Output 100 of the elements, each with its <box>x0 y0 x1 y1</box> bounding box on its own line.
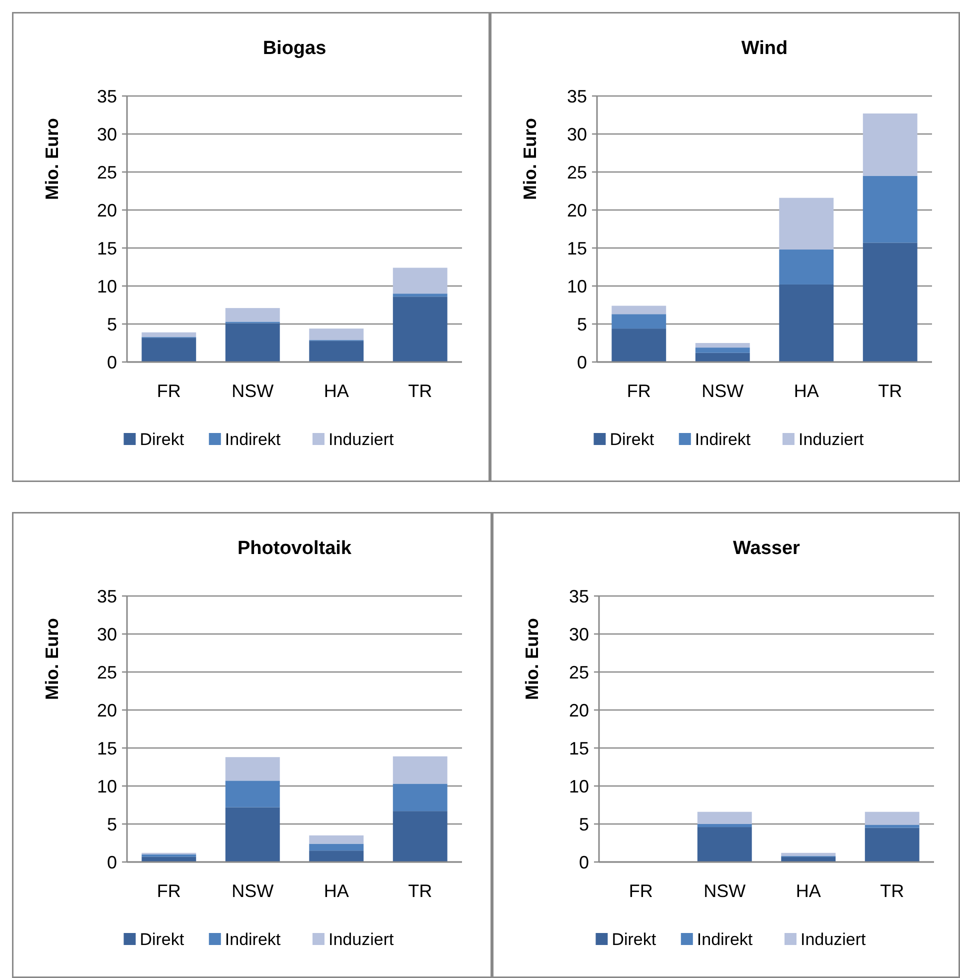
bar <box>309 328 364 340</box>
bar <box>612 306 666 314</box>
chart-title: Wind <box>741 38 788 59</box>
y-tick-label: 20 <box>96 200 117 220</box>
bar <box>392 756 448 784</box>
x-tick-label: HA <box>324 881 349 901</box>
chart-title: Biogas <box>262 38 326 59</box>
bar <box>695 343 750 348</box>
legend-label: Induziert <box>800 930 866 949</box>
x-tick-label: HA <box>324 381 349 401</box>
bar <box>779 284 834 362</box>
x-tick-label: NSW <box>704 881 746 901</box>
y-tick-label: 30 <box>96 624 117 644</box>
x-tick-label: FR <box>628 881 653 901</box>
bar <box>142 338 196 362</box>
bar <box>225 780 280 808</box>
y-tick-label: 30 <box>566 124 587 144</box>
y-tick-label: 20 <box>96 700 117 720</box>
y-tick-label: 15 <box>566 238 587 258</box>
legend-label: Indirekt <box>694 430 751 449</box>
y-tick-label: 15 <box>568 738 589 758</box>
x-tick-label: TR <box>408 881 432 901</box>
y-tick-label: 30 <box>96 124 117 144</box>
bar <box>862 176 918 243</box>
y-tick-label: 35 <box>96 86 117 106</box>
x-tick-label: NSW <box>232 381 274 401</box>
y-tick-label: 0 <box>106 352 117 372</box>
x-tick-label: TR <box>878 381 902 401</box>
y-tick-label: 35 <box>566 86 587 106</box>
y-tick-label: 25 <box>566 162 587 182</box>
y-tick-label: 0 <box>106 852 117 872</box>
y-tick-label: 0 <box>576 352 587 372</box>
y-tick-label: 25 <box>96 662 117 682</box>
x-tick-label: HA <box>796 881 821 901</box>
y-tick-label: 10 <box>96 276 117 296</box>
bar <box>862 113 918 176</box>
y-tick-label: 35 <box>96 586 117 606</box>
legend-label: Direkt <box>140 430 184 449</box>
legend-label: Induziert <box>328 930 394 949</box>
bar <box>612 328 666 362</box>
y-tick-label: 10 <box>566 276 587 296</box>
y-tick-label: 0 <box>578 852 589 872</box>
legend-label: Direkt <box>140 930 184 949</box>
y-tick-label: 25 <box>96 162 117 182</box>
bar <box>142 856 196 862</box>
y-tick-label: 5 <box>106 814 117 834</box>
legend-label: Direkt <box>610 430 654 449</box>
legend-label: Induziert <box>798 430 864 449</box>
x-tick-label: FR <box>626 381 651 401</box>
x-tick-label: FR <box>156 881 181 901</box>
y-tick-label: 20 <box>568 700 589 720</box>
bar <box>309 835 364 844</box>
y-tick-label: 25 <box>568 662 589 682</box>
y-tick-label: 20 <box>566 200 587 220</box>
bar <box>392 268 448 294</box>
bar <box>392 296 448 362</box>
x-tick-label: TR <box>880 881 904 901</box>
bar <box>392 294 448 297</box>
bar <box>225 807 280 862</box>
chart-title: Wasser <box>733 538 801 559</box>
bar <box>864 824 920 828</box>
bar <box>392 811 448 862</box>
x-tick-label: NSW <box>232 881 274 901</box>
bar <box>392 784 448 812</box>
bar <box>864 812 920 825</box>
y-axis-title: Mio. Euro <box>42 618 62 700</box>
y-tick-label: 5 <box>578 814 589 834</box>
y-tick-label: 5 <box>576 314 587 334</box>
bar <box>225 323 280 362</box>
bar <box>862 242 918 362</box>
bar <box>695 348 750 353</box>
bar <box>695 352 750 362</box>
bar <box>225 757 280 781</box>
y-tick-label: 30 <box>568 624 589 644</box>
bar <box>697 812 752 824</box>
y-axis-title: Mio. Euro <box>520 118 540 200</box>
legend-label: Indirekt <box>224 430 281 449</box>
x-tick-label: NSW <box>702 381 744 401</box>
bar <box>697 824 752 828</box>
bar <box>781 852 836 856</box>
bar <box>309 844 364 851</box>
y-tick-label: 10 <box>568 776 589 796</box>
y-tick-label: 15 <box>96 738 117 758</box>
bar <box>779 250 834 284</box>
y-tick-label: 15 <box>96 238 117 258</box>
legend-label: Direkt <box>612 930 656 949</box>
bar <box>612 314 666 329</box>
y-axis-title: Mio. Euro <box>522 618 542 700</box>
bar <box>309 340 364 362</box>
x-tick-label: TR <box>408 381 432 401</box>
x-tick-label: FR <box>156 381 181 401</box>
y-tick-label: 5 <box>106 314 117 334</box>
bar <box>697 827 752 862</box>
bar <box>309 850 364 862</box>
y-tick-label: 10 <box>96 776 117 796</box>
bar <box>781 856 836 862</box>
legend-label: Induziert <box>328 430 394 449</box>
legend-label: Indirekt <box>224 930 281 949</box>
bar <box>225 308 280 322</box>
y-tick-label: 35 <box>568 586 589 606</box>
